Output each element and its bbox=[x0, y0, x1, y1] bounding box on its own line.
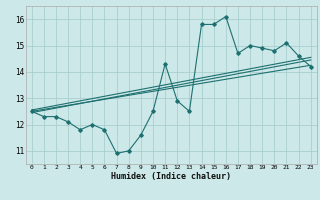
X-axis label: Humidex (Indice chaleur): Humidex (Indice chaleur) bbox=[111, 172, 231, 181]
